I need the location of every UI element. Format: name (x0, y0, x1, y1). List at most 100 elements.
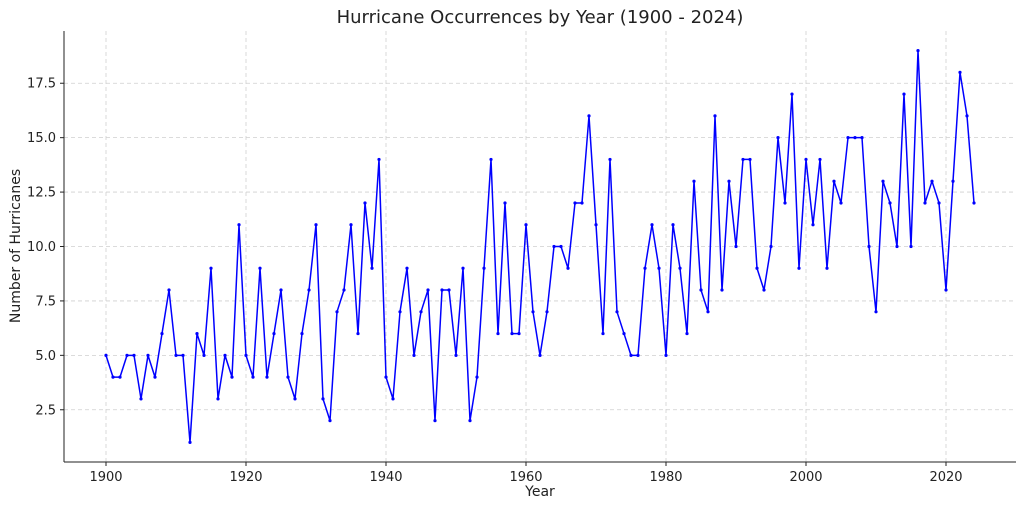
data-point-1918 (230, 375, 234, 379)
data-point-1992 (748, 157, 752, 162)
data-point-1969 (587, 114, 591, 118)
data-point-1988 (720, 288, 724, 292)
y-tick-label-4: 12.5 (27, 186, 56, 201)
data-point-1919 (237, 223, 241, 227)
data-point-1979 (657, 266, 661, 270)
data-point-1998 (790, 92, 794, 96)
x-tick-label-1: 1920 (229, 470, 262, 485)
data-point-1953 (475, 375, 479, 379)
data-point-1962 (538, 353, 542, 357)
data-point-2008 (860, 136, 864, 140)
data-point-1944 (412, 353, 416, 357)
data-point-1912 (188, 440, 192, 445)
data-point-2000 (804, 157, 808, 162)
data-point-1936 (356, 331, 360, 336)
data-point-1973 (615, 310, 619, 314)
data-point-1911 (181, 353, 185, 357)
data-point-1983 (685, 331, 689, 336)
data-point-1966 (566, 266, 570, 270)
data-point-1952 (468, 419, 472, 423)
data-point-2020 (944, 288, 948, 292)
data-point-2024 (972, 201, 976, 205)
data-point-1982 (678, 266, 682, 270)
data-point-1999 (797, 266, 801, 270)
y-tick-label-6: 17.5 (27, 77, 56, 92)
data-point-1924 (272, 331, 276, 336)
data-point-1958 (510, 331, 514, 336)
data-point-1948 (440, 288, 444, 292)
data-point-1914 (202, 353, 206, 357)
y-tick-label-5: 15.0 (27, 131, 56, 146)
data-point-1921 (251, 375, 255, 379)
data-point-1939 (377, 157, 381, 162)
data-point-1903 (125, 353, 129, 357)
data-point-1955 (489, 157, 493, 162)
chart-title: Hurricane Occurrences by Year (1900 - 20… (337, 7, 744, 28)
data-point-1915 (209, 266, 213, 270)
data-point-1994 (762, 288, 766, 292)
data-point-2011 (881, 179, 885, 183)
data-point-1947 (433, 419, 437, 423)
data-point-2019 (937, 201, 941, 205)
x-tick-label-4: 1980 (649, 470, 682, 485)
data-point-1981 (671, 223, 675, 227)
x-tick-label-6: 2020 (929, 470, 962, 485)
data-point-1997 (783, 201, 787, 205)
data-point-1976 (636, 353, 640, 357)
data-point-1941 (391, 397, 395, 401)
data-point-1991 (741, 157, 745, 162)
data-point-2023 (965, 114, 969, 118)
data-point-1927 (293, 397, 297, 401)
x-axis-label: Year (524, 484, 555, 500)
series-layer (104, 48, 976, 445)
data-point-1978 (650, 223, 654, 227)
data-point-1930 (314, 223, 318, 227)
data-point-1995 (769, 244, 773, 249)
data-point-1910 (174, 353, 178, 357)
y-tick-label-1: 5.0 (35, 349, 56, 364)
data-point-1975 (629, 353, 633, 357)
data-point-1968 (580, 201, 584, 205)
grid-layer (64, 31, 1016, 462)
data-point-1900 (104, 353, 108, 357)
y-axis-label: Number of Hurricanes (8, 169, 24, 323)
data-point-1967 (573, 201, 577, 205)
data-point-1931 (321, 397, 325, 401)
data-point-1926 (286, 375, 290, 379)
data-point-1917 (223, 353, 227, 357)
data-point-1904 (132, 353, 136, 357)
data-point-1928 (300, 331, 304, 336)
data-point-1989 (727, 179, 731, 183)
x-tick-label-5: 2000 (789, 470, 822, 485)
data-point-2001 (811, 223, 815, 227)
data-point-1942 (398, 310, 402, 314)
data-point-1908 (160, 331, 164, 336)
data-point-1925 (279, 288, 283, 292)
data-point-2015 (909, 244, 913, 249)
x-tick-label-0: 1900 (89, 470, 122, 485)
y-tick-label-0: 2.5 (35, 403, 56, 418)
data-point-1945 (419, 310, 423, 314)
data-point-2009 (867, 244, 871, 249)
x-tick-label-3: 1960 (509, 470, 542, 485)
data-point-2013 (895, 244, 899, 249)
data-point-1933 (335, 310, 339, 314)
data-point-1963 (545, 310, 549, 314)
data-point-1959 (517, 331, 521, 336)
data-point-1935 (349, 223, 353, 227)
y-tick-label-3: 10.0 (27, 240, 56, 255)
data-point-1970 (594, 223, 598, 227)
ticks-layer: 1900 1920 1940 1960 1980 2000 2020 2.5 5.0 7.5 10.… (27, 77, 963, 485)
data-point-1956 (496, 331, 500, 336)
data-point-1913 (195, 331, 199, 336)
data-point-1946 (426, 288, 430, 292)
data-point-1974 (622, 331, 626, 336)
data-point-2022 (958, 70, 962, 74)
data-point-2007 (853, 136, 857, 140)
data-point-1940 (384, 375, 388, 379)
data-point-2018 (930, 179, 934, 183)
data-point-2012 (888, 201, 892, 205)
data-point-1938 (370, 266, 374, 270)
data-point-2005 (839, 201, 843, 205)
